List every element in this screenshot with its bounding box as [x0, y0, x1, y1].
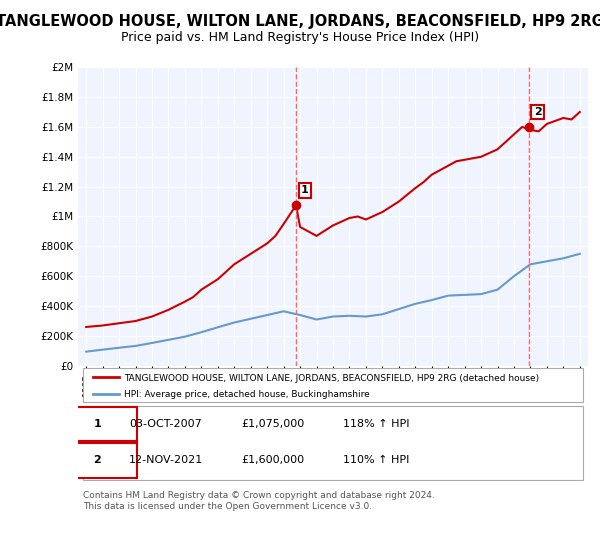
Text: 118% ↑ HPI: 118% ↑ HPI	[343, 418, 410, 428]
Text: HPI: Average price, detached house, Buckinghamshire: HPI: Average price, detached house, Buck…	[124, 390, 370, 399]
Text: Contains HM Land Registry data © Crown copyright and database right 2024.
This d: Contains HM Land Registry data © Crown c…	[83, 492, 435, 511]
FancyBboxPatch shape	[58, 407, 137, 441]
Text: 2: 2	[534, 107, 541, 117]
Text: 12-NOV-2021: 12-NOV-2021	[129, 455, 203, 465]
Text: TANGLEWOOD HOUSE, WILTON LANE, JORDANS, BEACONSFIELD, HP9 2RG (detached house): TANGLEWOOD HOUSE, WILTON LANE, JORDANS, …	[124, 374, 539, 382]
Text: 1: 1	[94, 418, 101, 428]
Text: TANGLEWOOD HOUSE, WILTON LANE, JORDANS, BEACONSFIELD, HP9 2RG: TANGLEWOOD HOUSE, WILTON LANE, JORDANS, …	[0, 14, 600, 29]
FancyBboxPatch shape	[83, 368, 583, 403]
Text: 03-OCT-2007: 03-OCT-2007	[129, 418, 202, 428]
Text: 1: 1	[301, 185, 308, 195]
Text: 2: 2	[94, 455, 101, 465]
Text: 110% ↑ HPI: 110% ↑ HPI	[343, 455, 410, 465]
FancyBboxPatch shape	[83, 406, 583, 480]
Text: £1,600,000: £1,600,000	[241, 455, 304, 465]
Text: Price paid vs. HM Land Registry's House Price Index (HPI): Price paid vs. HM Land Registry's House …	[121, 31, 479, 44]
FancyBboxPatch shape	[58, 443, 137, 478]
Text: £1,075,000: £1,075,000	[241, 418, 304, 428]
